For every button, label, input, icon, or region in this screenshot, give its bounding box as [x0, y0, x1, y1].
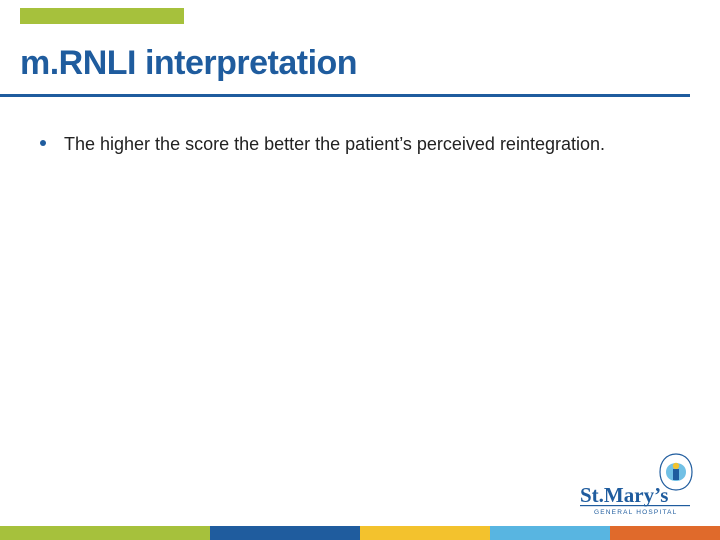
top-accent-bar — [20, 8, 184, 24]
bullet-item: The higher the score the better the pati… — [40, 132, 670, 156]
bullet-dot-icon — [40, 140, 46, 146]
page-title: m.RNLI interpretation — [20, 44, 357, 83]
logo-text-bottom: GENERAL HOSPITAL — [594, 509, 678, 516]
bottom-seg-4 — [610, 526, 720, 540]
logo-text-top: St.Mary’s — [580, 483, 668, 507]
bottom-seg-1 — [210, 526, 360, 540]
bullet-text: The higher the score the better the pati… — [64, 132, 605, 156]
bottom-seg-3 — [490, 526, 610, 540]
title-underline — [0, 94, 690, 97]
bottom-seg-2 — [360, 526, 490, 540]
bottom-color-bar — [0, 526, 720, 540]
stmarys-logo: St.Mary’s GENERAL HOSPITAL — [578, 448, 698, 518]
bottom-seg-0 — [0, 526, 210, 540]
slide: m.RNLI interpretation The higher the sco… — [0, 0, 720, 540]
